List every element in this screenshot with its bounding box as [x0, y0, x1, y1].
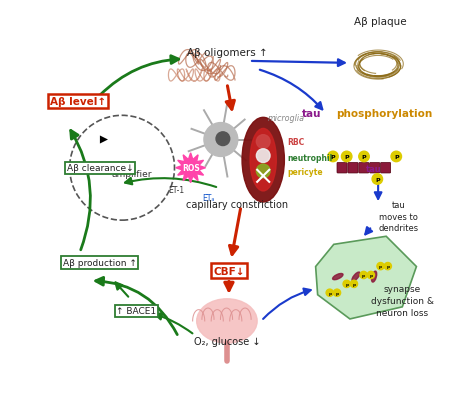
- Text: CBF↓: CBF↓: [213, 266, 245, 276]
- Circle shape: [256, 135, 270, 149]
- Text: Aβ level↑: Aβ level↑: [50, 97, 106, 107]
- Circle shape: [350, 281, 357, 288]
- FancyBboxPatch shape: [370, 163, 380, 173]
- Polygon shape: [100, 136, 108, 144]
- Circle shape: [326, 290, 333, 296]
- Text: P: P: [345, 155, 349, 160]
- Text: Aβ production ↑: Aβ production ↑: [63, 258, 137, 267]
- Circle shape: [367, 272, 374, 279]
- Circle shape: [372, 174, 383, 185]
- Circle shape: [377, 263, 384, 270]
- Ellipse shape: [250, 129, 276, 192]
- Text: Aβ oligomers ↑: Aβ oligomers ↑: [187, 48, 267, 58]
- Text: p: p: [362, 273, 365, 277]
- Text: synapse
dysfunction &
neuron loss: synapse dysfunction & neuron loss: [371, 285, 434, 317]
- Circle shape: [204, 123, 238, 157]
- Polygon shape: [176, 153, 206, 183]
- Text: phosphorylation: phosphorylation: [336, 109, 432, 119]
- Text: amplifier: amplifier: [112, 170, 153, 179]
- Circle shape: [333, 290, 341, 296]
- Text: p: p: [369, 273, 373, 277]
- Text: P: P: [362, 155, 366, 160]
- Text: P: P: [331, 155, 335, 160]
- Circle shape: [343, 281, 350, 288]
- Circle shape: [256, 149, 270, 163]
- Ellipse shape: [352, 273, 360, 281]
- Circle shape: [328, 152, 338, 162]
- Text: p: p: [328, 291, 331, 295]
- Text: P: P: [375, 177, 380, 182]
- Text: microglia: microglia: [267, 113, 304, 123]
- Text: neutrophil: neutrophil: [287, 154, 333, 163]
- FancyBboxPatch shape: [381, 163, 391, 173]
- Circle shape: [391, 152, 401, 162]
- Text: p: p: [379, 264, 382, 269]
- Text: ROS: ROS: [182, 164, 200, 173]
- Text: O₂, glucose ↓: O₂, glucose ↓: [194, 336, 260, 346]
- FancyBboxPatch shape: [359, 163, 369, 173]
- Text: p: p: [386, 264, 389, 269]
- Text: pericyte: pericyte: [287, 168, 323, 177]
- Text: p: p: [336, 291, 338, 295]
- FancyBboxPatch shape: [337, 163, 347, 173]
- Circle shape: [341, 152, 352, 162]
- Ellipse shape: [242, 118, 284, 202]
- FancyBboxPatch shape: [348, 163, 358, 173]
- Text: tau: tau: [302, 109, 322, 119]
- Circle shape: [359, 152, 369, 162]
- Ellipse shape: [372, 271, 377, 282]
- Polygon shape: [316, 237, 417, 319]
- Text: ETₐ: ETₐ: [202, 194, 215, 203]
- Text: capillary constriction: capillary constriction: [186, 200, 288, 209]
- Ellipse shape: [197, 299, 257, 343]
- Circle shape: [360, 272, 367, 279]
- Circle shape: [256, 165, 270, 178]
- Text: Aβ clearance↓: Aβ clearance↓: [66, 164, 133, 173]
- Ellipse shape: [333, 274, 343, 280]
- Text: ET-1: ET-1: [168, 186, 184, 195]
- Circle shape: [216, 132, 230, 146]
- Text: tau
moves to
dendrites: tau moves to dendrites: [378, 200, 419, 233]
- Text: ↑ BACE1: ↑ BACE1: [116, 307, 156, 315]
- Circle shape: [384, 263, 392, 270]
- Text: P: P: [394, 155, 399, 160]
- Text: tau: tau: [366, 165, 382, 174]
- Text: p: p: [345, 282, 348, 286]
- Text: RBC: RBC: [287, 138, 305, 147]
- Text: Aβ plaque: Aβ plaque: [354, 17, 407, 26]
- Text: p: p: [353, 282, 356, 286]
